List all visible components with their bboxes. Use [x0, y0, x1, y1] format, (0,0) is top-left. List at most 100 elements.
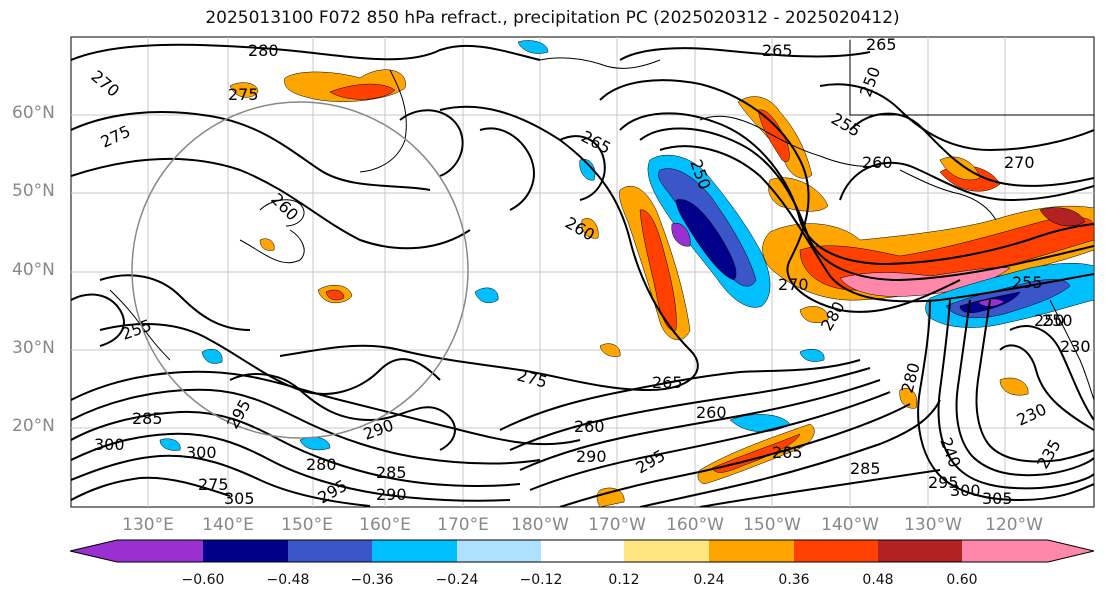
shade-patch	[325, 289, 345, 301]
coastline	[359, 69, 407, 173]
shade-patch	[999, 377, 1029, 396]
contour-line	[999, 344, 1094, 431]
contour-line	[619, 112, 1094, 266]
shade-patch	[939, 156, 981, 181]
lon-label-130e: 130°E	[122, 515, 174, 535]
shade-patch	[329, 83, 396, 100]
lon-label-140w: 140°W	[821, 515, 879, 535]
colorbar-outline	[69, 539, 1095, 563]
shade-patch	[579, 158, 596, 181]
refractivity-contours	[71, 43, 1094, 507]
contour-line	[599, 79, 961, 313]
shade-patch	[799, 306, 829, 323]
contour-label: 295	[928, 473, 959, 492]
colorbar-segment	[372, 540, 457, 562]
colorbar-tick: −0.36	[350, 572, 394, 588]
lat-label-50n: 50°N	[12, 181, 55, 201]
contour-line	[819, 83, 1094, 152]
contour-line	[399, 109, 464, 177]
lon-label-160e: 160°E	[359, 515, 411, 535]
shade-patch	[159, 438, 181, 451]
contour-line	[559, 135, 606, 201]
contour-line	[529, 391, 891, 491]
contour-line	[659, 145, 1094, 303]
contour-line	[71, 43, 541, 61]
contour-label: 260	[574, 417, 605, 436]
shade-patch	[711, 433, 801, 473]
shade-patch	[639, 209, 677, 331]
contour-label: 265	[772, 443, 803, 462]
contour-label: 285	[850, 459, 881, 478]
colorbar-tick: 0.24	[693, 572, 725, 588]
contour-label: 260	[862, 153, 893, 172]
contour-line	[71, 388, 541, 465]
contour-line	[699, 469, 941, 507]
coastline	[259, 199, 305, 227]
shade-patch	[675, 199, 737, 281]
shade-patch	[517, 40, 549, 54]
colorbar-tick: 0.60	[946, 572, 978, 588]
coastline	[539, 57, 661, 69]
contour-line	[479, 127, 535, 211]
lon-label-130w: 130°W	[904, 515, 962, 535]
colorbar-segment	[70, 540, 203, 562]
contour-line	[71, 293, 125, 347]
colorbar-segment	[794, 540, 878, 562]
contour-line	[71, 432, 511, 502]
coastline	[1049, 299, 1094, 401]
map-panel: 280 270 275 275 260 255 265 265 250 260 …	[70, 35, 1095, 508]
contour-line	[839, 161, 1094, 202]
shade-patch	[581, 218, 599, 239]
shade-patch	[259, 238, 275, 251]
contour-label: 270	[778, 275, 809, 294]
shade-patch	[899, 388, 918, 409]
contour-labels: 280 270 275 275 260 255 265 265 250 260 …	[87, 35, 1090, 508]
colorbar-segments	[70, 540, 1094, 562]
contour-label: 250	[1034, 311, 1065, 330]
colorbar-tick: 0.48	[862, 572, 894, 588]
contour-line	[71, 157, 471, 250]
coastline	[849, 40, 1094, 116]
contour-line	[937, 299, 1094, 490]
contour-line	[279, 105, 699, 392]
shade-patch	[596, 487, 625, 507]
lon-label-170w: 170°W	[588, 515, 646, 535]
contour-line	[559, 403, 911, 507]
contour-label: 265	[652, 373, 683, 392]
colorbar-segment	[457, 540, 541, 562]
colorbar-tick: 0.36	[778, 572, 810, 588]
colorbar-tick: −0.24	[435, 572, 479, 588]
contour-label: 300	[186, 443, 217, 462]
colorbar-segment	[203, 540, 288, 562]
contour-line	[509, 367, 871, 451]
shade-patch	[977, 298, 1005, 307]
lon-label-160w: 160°W	[666, 515, 724, 535]
shade-patch	[1039, 207, 1086, 227]
lat-label-40n: 40°N	[12, 260, 55, 280]
contour-label: 280	[248, 41, 279, 60]
contour-label: 265	[762, 41, 793, 60]
contour-line	[229, 373, 456, 451]
precip-shading	[159, 40, 1094, 507]
shade-patch	[599, 343, 621, 357]
coastline	[109, 289, 171, 361]
lon-label-170e: 170°E	[437, 515, 489, 535]
contour-line	[639, 127, 1094, 282]
contour-line	[499, 359, 861, 431]
map-title: 2025013100 F072 850 hPa refract., precip…	[205, 8, 900, 28]
contour-label: 300	[94, 435, 125, 454]
coastline	[699, 115, 881, 167]
contour-line	[917, 299, 1094, 502]
lon-label-180w: 180°W	[511, 515, 569, 535]
lon-label-140e: 140°E	[202, 515, 254, 535]
contour-line	[955, 299, 1094, 477]
contour-label: 285	[132, 409, 163, 428]
contour-label: 270	[1004, 153, 1035, 172]
colorbar-tick: 0.12	[608, 572, 640, 588]
shade-patch	[229, 82, 259, 98]
contour-label: 275	[198, 475, 229, 494]
contour-label: 260	[696, 403, 727, 422]
contour-label: 255	[1012, 273, 1043, 292]
contour-line	[1009, 325, 1094, 421]
contour-line	[639, 399, 941, 507]
